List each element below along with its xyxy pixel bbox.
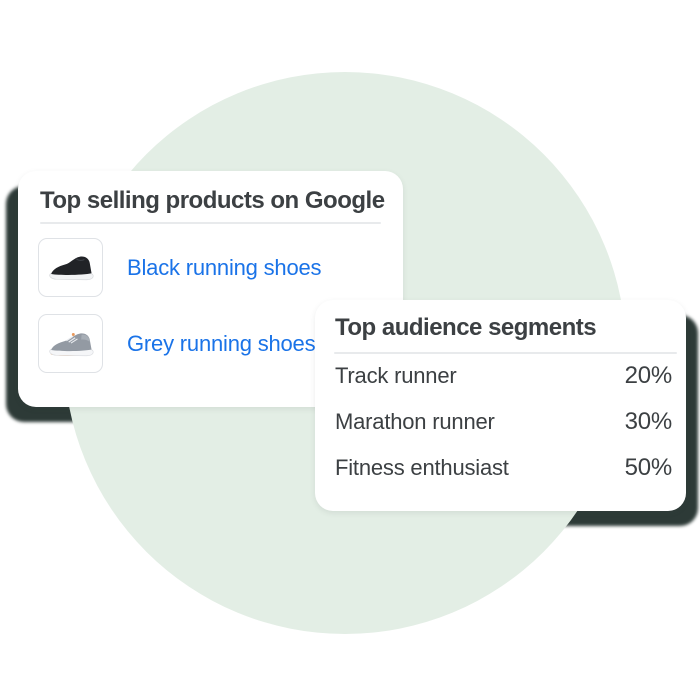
segment-label: Fitness enthusiast <box>335 455 509 480</box>
segments-card: Top audience segments Track runner 20% M… <box>315 300 686 511</box>
segment-row-marathon-runner: Marathon runner 30% <box>335 399 672 445</box>
segments-card-title: Top audience segments <box>335 314 597 341</box>
segment-row-fitness-enthusiast: Fitness enthusiast 50% <box>335 445 672 491</box>
segments-list: Track runner 20% Marathon runner 30% Fit… <box>335 353 672 491</box>
segment-value: 30% <box>624 408 673 435</box>
product-row-black-shoes: Black running shoes <box>38 238 389 297</box>
segment-label: Marathon runner <box>335 409 495 434</box>
segment-value: 20% <box>624 362 673 389</box>
black-shoe-icon <box>48 255 94 280</box>
grey-shoe-icon <box>48 332 94 356</box>
black-running-shoe-image <box>38 238 103 297</box>
grey-running-shoe-image <box>38 314 103 373</box>
product-link-black-running-shoes[interactable]: Black running shoes <box>127 254 322 280</box>
segment-row-track-runner: Track runner 20% <box>335 353 672 399</box>
products-card-title: Top selling products on Google <box>40 187 385 214</box>
segment-value: 50% <box>624 454 673 481</box>
segment-label: Track runner <box>335 363 457 388</box>
product-row-grey-shoes: Grey running shoes <box>38 314 389 373</box>
segments-card-divider <box>334 352 677 354</box>
products-card-divider <box>40 222 381 224</box>
product-link-grey-running-shoes[interactable]: Grey running shoes <box>127 330 316 356</box>
